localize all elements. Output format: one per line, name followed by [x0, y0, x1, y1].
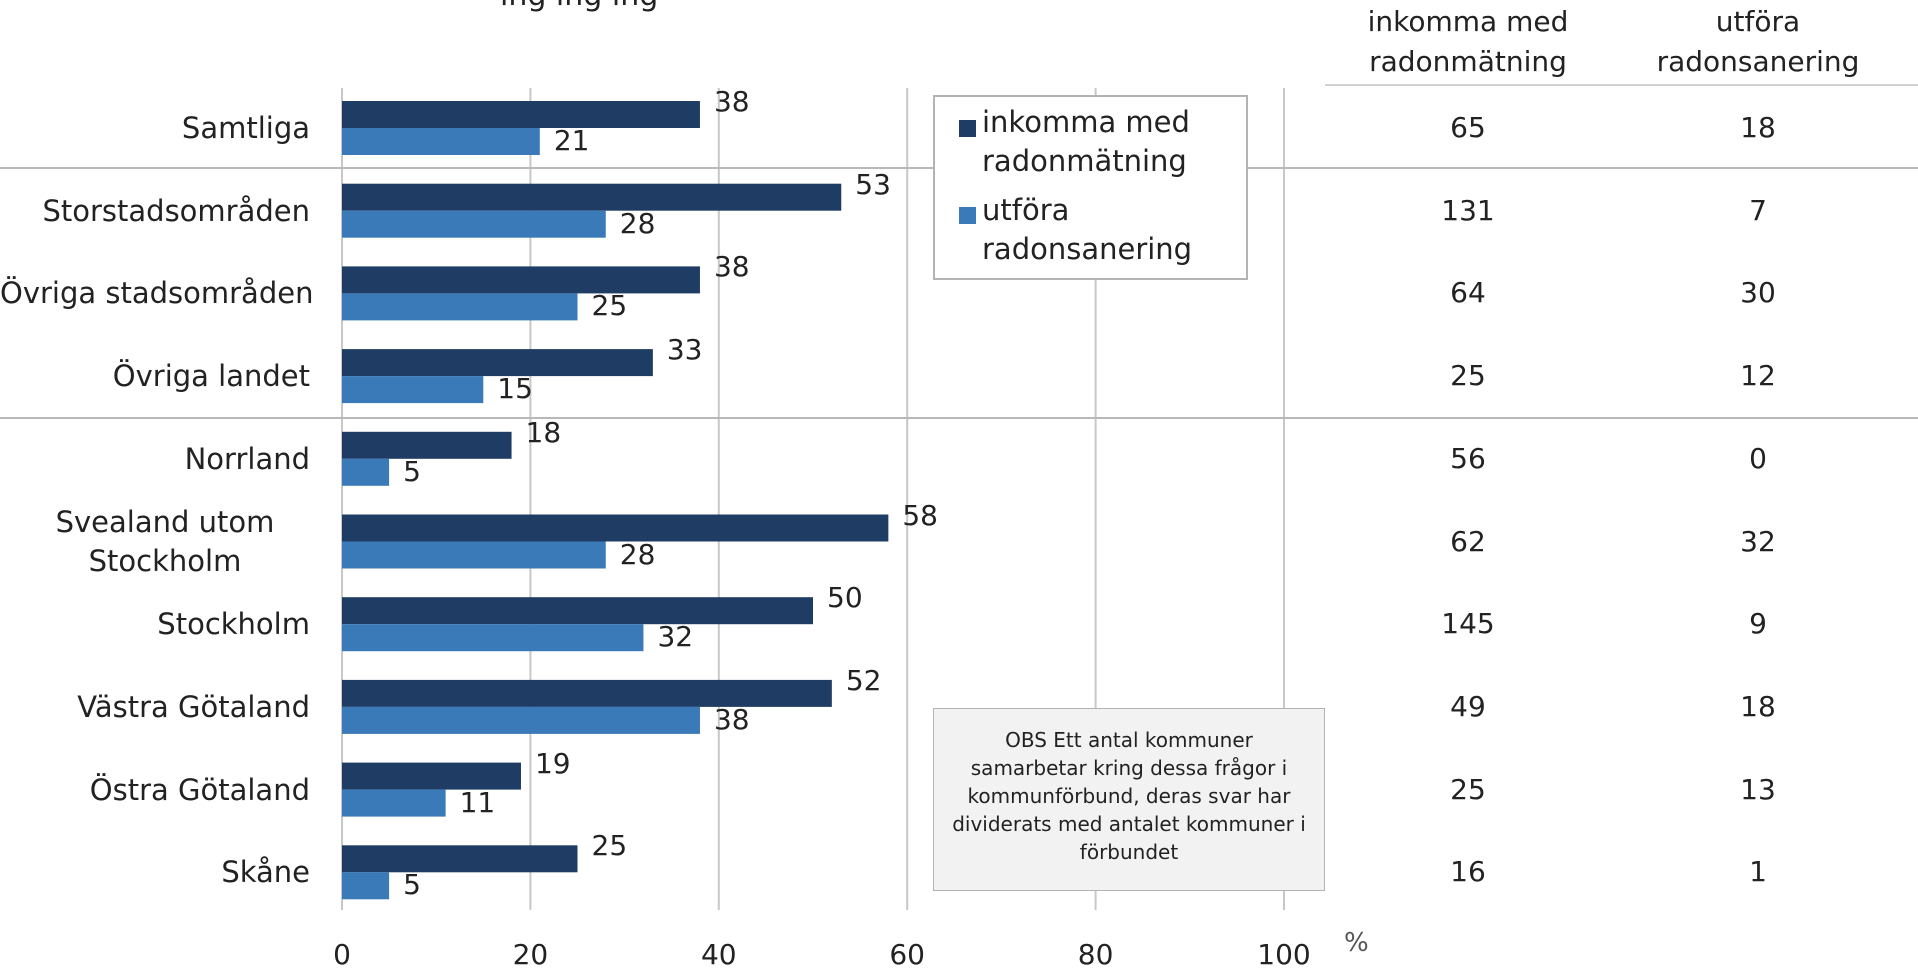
bar-series-1	[342, 431, 512, 459]
category-label: Samtliga	[181, 111, 310, 145]
data-label-series-2: 38	[713, 702, 750, 736]
category-label: Östra Götaland	[89, 772, 310, 807]
bar-series-2	[342, 128, 540, 155]
x-tick-label: 40	[700, 938, 737, 971]
table-cell-col-2: 9	[1749, 607, 1767, 641]
x-tick-label: 0	[333, 938, 351, 971]
bar-series-1	[342, 266, 700, 294]
data-label-series-1: 58	[902, 498, 938, 532]
table-header-col-2: utföra radonsanering	[1618, 2, 1898, 82]
bar-series-2	[342, 210, 606, 238]
table-header-underline	[1325, 84, 1918, 86]
bar-series-2	[342, 541, 606, 569]
data-label-series-2: 15	[497, 372, 533, 406]
table-cell-col-2: 32	[1740, 524, 1776, 558]
legend-label-series-2-line1: utföra	[982, 193, 1070, 227]
note-box: OBS Ett antal kommuner samarbetar kring …	[933, 708, 1325, 891]
category-label: Storstadsområden	[42, 193, 310, 228]
table-cell-col-1: 56	[1450, 441, 1486, 475]
table-cell-col-2: 30	[1740, 276, 1776, 310]
x-tick-label: 100	[1257, 938, 1311, 971]
bar-series-1	[342, 845, 578, 873]
table-cell-col-2: 7	[1749, 193, 1767, 227]
data-label-series-2: 21	[553, 124, 590, 157]
data-label-series-1: 19	[534, 746, 571, 780]
data-label-series-1: 38	[713, 250, 750, 284]
data-label-series-1: 53	[855, 167, 891, 201]
table-cell-col-2: 0	[1749, 441, 1767, 475]
table-cell-col-1: 145	[1441, 607, 1495, 641]
legend-swatch-series-1	[959, 120, 976, 137]
data-label-series-2: 32	[657, 620, 694, 654]
table-cell-col-2: 12	[1740, 359, 1776, 393]
x-tick-label: 20	[512, 938, 549, 971]
data-label-series-2: 25	[591, 289, 628, 323]
category-label: Stockholm	[157, 607, 310, 642]
data-label-series-2: 11	[459, 785, 496, 819]
legend-label-series-2-line2: radonsanering	[982, 232, 1193, 266]
data-label-series-1: 25	[591, 829, 628, 863]
bar-series-1	[342, 101, 700, 128]
category-label: Skåne	[221, 855, 310, 890]
category-label: Svealand utom Stockholm	[55, 504, 275, 578]
x-tick-label: 60	[889, 938, 925, 971]
data-label-series-1: 33	[666, 333, 703, 367]
table-cell-col-2: 1	[1749, 855, 1767, 889]
table-header-col-1: inkomma med radonmätning	[1328, 2, 1608, 82]
bar-series-1	[342, 762, 521, 790]
data-label-series-1: 50	[827, 581, 863, 615]
table-header-col-2-line1: utföra	[1715, 5, 1801, 38]
table-cell-col-2: 13	[1740, 772, 1776, 806]
bar-series-1	[342, 597, 813, 625]
bar-series-1	[342, 679, 832, 707]
table-cell-col-1: 49	[1450, 689, 1486, 723]
legend-label-series-1-line2: radonmätning	[982, 144, 1187, 178]
bar-series-1	[342, 349, 653, 377]
x-tick-label: 80	[1077, 938, 1114, 971]
legend-swatch-series-2	[959, 207, 976, 224]
data-label-series-1: 52	[845, 663, 882, 697]
data-label-series-1: 18	[525, 415, 562, 449]
table-cell-col-1: 25	[1450, 772, 1486, 806]
table-cell-col-2: 18	[1740, 111, 1776, 144]
legend: inkomma med radonmätning utföra radonsan…	[933, 95, 1248, 280]
data-label-series-2: 5	[403, 454, 421, 488]
table-cell-col-1: 25	[1450, 359, 1486, 393]
table-header-col-1-line2: radonmätning	[1369, 45, 1567, 78]
table-cell-col-1: 65	[1450, 111, 1486, 144]
chart-title-fragment: ing ing ing	[500, 0, 658, 13]
table-cell-col-1: 64	[1450, 276, 1486, 310]
table-cell-col-1: 16	[1450, 855, 1486, 889]
legend-label-series-1-line1: inkomma med	[982, 105, 1190, 139]
category-label: Övriga stadsområden	[0, 276, 314, 311]
table-header-col-2-line2: radonsanering	[1656, 45, 1860, 78]
legend-item-series-1: inkomma med radonmätning	[982, 103, 1190, 181]
data-label-series-2: 28	[619, 206, 656, 240]
legend-item-series-2: utföra radonsanering	[982, 191, 1192, 269]
data-label-series-2: 28	[619, 537, 656, 571]
bar-series-2	[342, 376, 484, 404]
bar-series-1	[342, 183, 842, 211]
data-label-series-1: 38	[713, 85, 750, 118]
category-label: Norrland	[184, 441, 310, 476]
table-cell-col-1: 62	[1450, 524, 1486, 558]
bar-series-2	[342, 872, 390, 900]
table-header-col-1-line1: inkomma med	[1367, 5, 1569, 38]
category-label: Västra Götaland	[77, 689, 310, 724]
table-cell-col-1: 131	[1441, 193, 1495, 227]
table-cell-col-2: 18	[1740, 689, 1776, 723]
bar-series-2	[342, 458, 390, 486]
bar-series-1	[342, 514, 889, 542]
bar-series-2	[342, 706, 700, 734]
category-label: Övriga landet	[112, 359, 310, 394]
bar-series-2	[342, 293, 578, 321]
bar-series-2	[342, 624, 644, 652]
bar-series-2	[342, 789, 446, 817]
data-label-series-2: 5	[403, 868, 421, 902]
x-axis-unit: %	[1344, 928, 1369, 958]
